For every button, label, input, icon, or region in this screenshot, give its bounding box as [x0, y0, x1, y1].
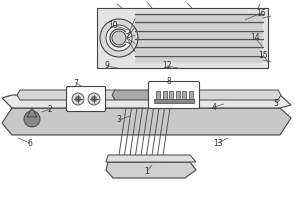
Bar [135, 48, 263, 55]
Text: 12: 12 [162, 62, 172, 71]
Polygon shape [106, 155, 196, 162]
Bar [154, 99, 194, 103]
Circle shape [72, 93, 84, 105]
Polygon shape [192, 90, 281, 100]
Circle shape [92, 97, 97, 102]
Polygon shape [27, 108, 37, 117]
Bar [169, 91, 173, 99]
Bar [135, 23, 263, 30]
Circle shape [100, 19, 138, 57]
Circle shape [24, 111, 40, 127]
Bar [176, 91, 179, 99]
Bar [182, 91, 186, 99]
Text: 9: 9 [105, 62, 110, 71]
Circle shape [76, 97, 80, 102]
Text: 16: 16 [256, 8, 266, 18]
Text: 4: 4 [212, 102, 216, 112]
Bar [97, 8, 268, 68]
Text: 10: 10 [108, 21, 118, 29]
Polygon shape [2, 108, 291, 135]
Circle shape [112, 31, 126, 45]
Text: 5: 5 [274, 98, 278, 108]
Circle shape [106, 25, 132, 51]
Bar [156, 91, 160, 99]
Bar [135, 40, 263, 46]
Text: 8: 8 [167, 76, 171, 86]
Bar [188, 91, 193, 99]
Text: 2: 2 [48, 104, 52, 114]
Text: 14: 14 [250, 33, 260, 43]
Polygon shape [106, 162, 196, 178]
Text: 15: 15 [258, 50, 268, 60]
Polygon shape [2, 95, 291, 108]
Polygon shape [112, 90, 178, 100]
Text: 3: 3 [117, 116, 122, 124]
Text: 1: 1 [145, 166, 149, 176]
FancyBboxPatch shape [67, 86, 106, 112]
Bar [163, 91, 167, 99]
Text: 6: 6 [28, 138, 32, 148]
Text: 13: 13 [213, 138, 223, 148]
Bar [135, 56, 263, 63]
Circle shape [88, 93, 100, 105]
FancyBboxPatch shape [148, 82, 200, 108]
Bar [135, 15, 263, 21]
Text: 7: 7 [74, 78, 78, 88]
Polygon shape [17, 90, 118, 100]
Bar [135, 31, 263, 38]
